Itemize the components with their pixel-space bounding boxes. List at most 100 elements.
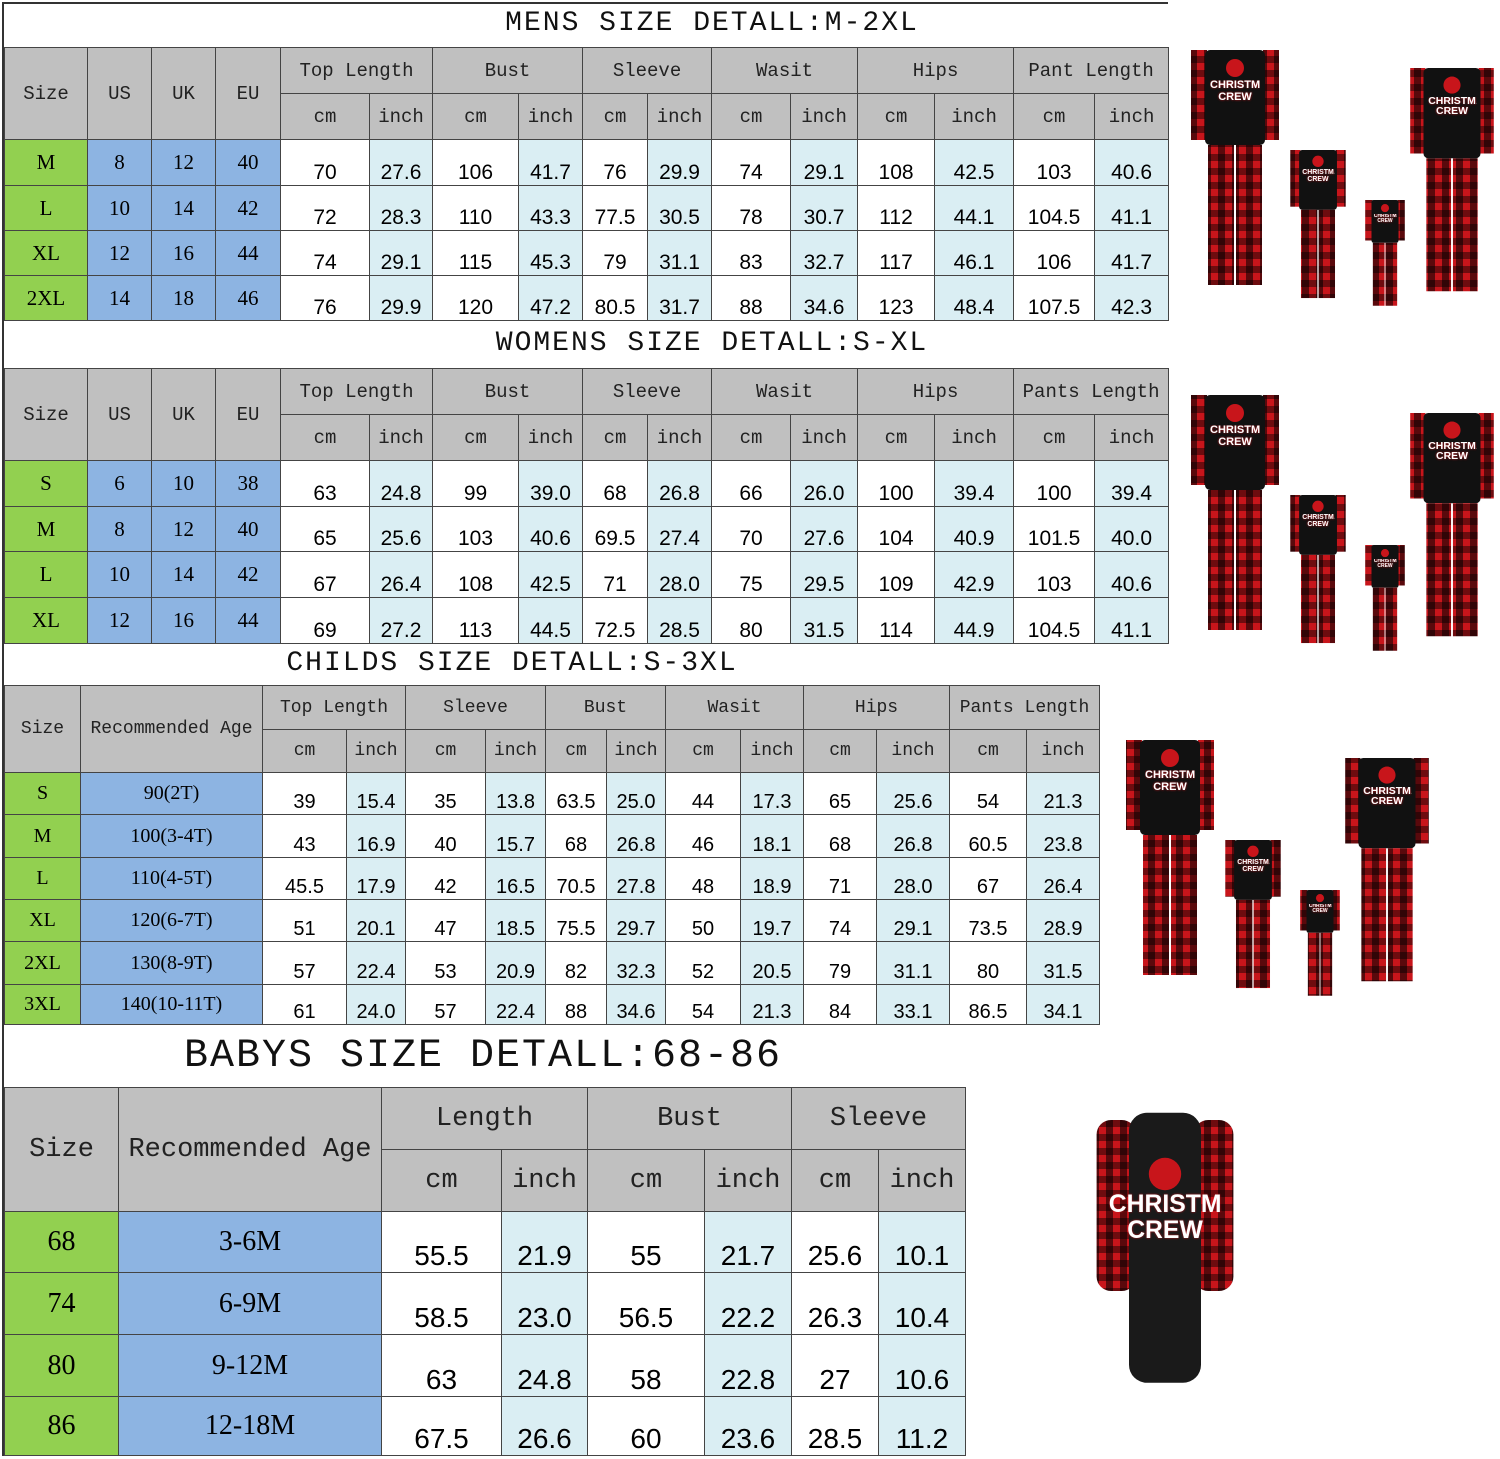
table-row: L 110(4-5T) 45.5 17.9 42 16.5 70.5 27.8 48 18.9 71… (4, 857, 1101, 900)
cm-value: 35 (405, 772, 486, 815)
cm-value: 104 (857, 506, 936, 552)
cm-value: 115 (432, 230, 519, 276)
cm-value: 75.5 (545, 899, 607, 942)
unit-header: cm (545, 729, 607, 773)
inch-value: 27.4 (647, 506, 713, 552)
cm-value: 46 (665, 814, 741, 858)
pajama-figure (1191, 395, 1279, 630)
column-header: Size (4, 47, 88, 140)
cm-value: 107.5 (1013, 275, 1096, 321)
chart-frame (2, 2, 1168, 1456)
label-cell: 46 (215, 275, 281, 321)
cm-value: 70.5 (545, 857, 607, 900)
inch-value: 26.8 (876, 814, 951, 858)
label-cell: 18 (151, 275, 216, 321)
column-header: Size (4, 368, 88, 461)
cm-value: 67 (949, 857, 1028, 900)
unit-header: inch (934, 414, 1015, 461)
unit-header: inch (517, 93, 584, 140)
label-cell: 9-12M (118, 1334, 382, 1397)
group-header: Pant Length (1013, 47, 1170, 94)
inch-value: 40.9 (934, 506, 1015, 552)
cm-value: 56.5 (587, 1272, 705, 1335)
inch-value: 15.7 (485, 814, 546, 858)
inch-value: 29.9 (369, 275, 433, 321)
unit-header: inch (501, 1149, 588, 1212)
cm-value: 76 (582, 139, 649, 186)
inch-value: 25.6 (369, 506, 433, 552)
label-cell: 120(6-7T) (80, 899, 263, 942)
cm-value: 114 (857, 597, 936, 644)
group-header: Wasit (711, 368, 859, 415)
table-row: S 6 10 38 63 24.8 99 39.0 68 26.8 66 26.0 100 39.4 100… (4, 460, 1170, 507)
cm-value: 70 (711, 506, 792, 552)
inch-value: 21.3 (1026, 772, 1101, 815)
inch-value: 23.6 (704, 1396, 792, 1456)
inch-value: 17.3 (739, 772, 805, 815)
cm-value: 55.5 (381, 1211, 502, 1273)
cm-value: 120 (432, 275, 519, 321)
cm-value: 101.5 (1013, 506, 1096, 552)
inch-value: 22.2 (704, 1272, 792, 1335)
inch-value: 34.6 (606, 984, 666, 1025)
cm-value: 104.5 (1013, 185, 1096, 231)
size-cell: XL (4, 230, 88, 276)
inch-value: 22.8 (704, 1334, 792, 1397)
cm-value: 108 (432, 551, 519, 598)
cm-value: 57 (405, 984, 486, 1025)
cm-value: 100 (857, 460, 936, 507)
cm-value: 58 (587, 1334, 705, 1397)
label-cell: 10 (87, 551, 152, 598)
inch-value: 27.2 (369, 597, 433, 644)
cm-value: 66 (711, 460, 792, 507)
inch-value: 41.7 (517, 139, 584, 186)
table-row: S 90(2T) 39 15.4 35 13.8 63.5 25.0 44 17.3 65 25.6 5… (4, 772, 1101, 815)
unit-header: inch (878, 1149, 966, 1212)
shirt-print-text: CHRISTMAS CREW (1302, 513, 1334, 529)
cm-value: 99 (432, 460, 519, 507)
cm-value: 65 (280, 506, 370, 552)
inch-value: 28.9 (1026, 899, 1101, 942)
cm-value: 77.5 (582, 185, 649, 231)
pajama-figure (1410, 413, 1494, 637)
cm-value: 106 (432, 139, 519, 186)
cm-value: 83 (711, 230, 792, 276)
unit-header: inch (790, 93, 859, 140)
cm-value: 47 (405, 899, 486, 942)
inch-value: 41.7 (1094, 230, 1170, 276)
group-header: Hips (803, 685, 951, 730)
unit-header: inch (369, 414, 433, 461)
inch-value: 29.7 (606, 899, 666, 942)
group-header: Top Length (280, 47, 433, 94)
label-cell: 10 (151, 460, 216, 507)
cm-value: 54 (665, 984, 741, 1025)
cm-value: 103 (432, 506, 519, 552)
label-cell: 3-6M (118, 1211, 382, 1273)
label-cell: 6 (87, 460, 152, 507)
unit-header: cm (711, 414, 792, 461)
unit-header: cm (1013, 93, 1096, 140)
cm-value: 54 (949, 772, 1028, 815)
unit-header: inch (876, 729, 951, 773)
unit-header: cm (280, 93, 370, 140)
cm-value: 63 (280, 460, 370, 507)
inch-value: 28.5 (647, 597, 713, 644)
cm-value: 76 (280, 275, 370, 321)
size-cell: M (4, 506, 88, 552)
inch-value: 44.1 (934, 185, 1015, 231)
unit-header: cm (665, 729, 741, 773)
inch-value: 40.0 (1094, 506, 1170, 552)
unit-header: inch (934, 93, 1015, 140)
cm-value: 75 (711, 551, 792, 598)
shirt-print-text: CHRISTMAS CREW (1210, 80, 1260, 103)
table-row: M 100(3-4T) 43 16.9 40 15.7 68 26.8 46 18.1 68 26.8… (4, 814, 1101, 858)
cm-value: 53 (405, 941, 486, 985)
size-cell: XL (4, 899, 81, 942)
cm-value: 25.6 (791, 1211, 879, 1273)
shirt-print-text: CHRISTMAS CREW (1373, 213, 1397, 224)
unit-header: inch (790, 414, 859, 461)
inch-value: 20.1 (346, 899, 406, 942)
unit-row: cm inch cm inch cm inch (5, 1149, 966, 1212)
unit-header: cm (280, 414, 370, 461)
inch-value: 40.6 (517, 506, 584, 552)
